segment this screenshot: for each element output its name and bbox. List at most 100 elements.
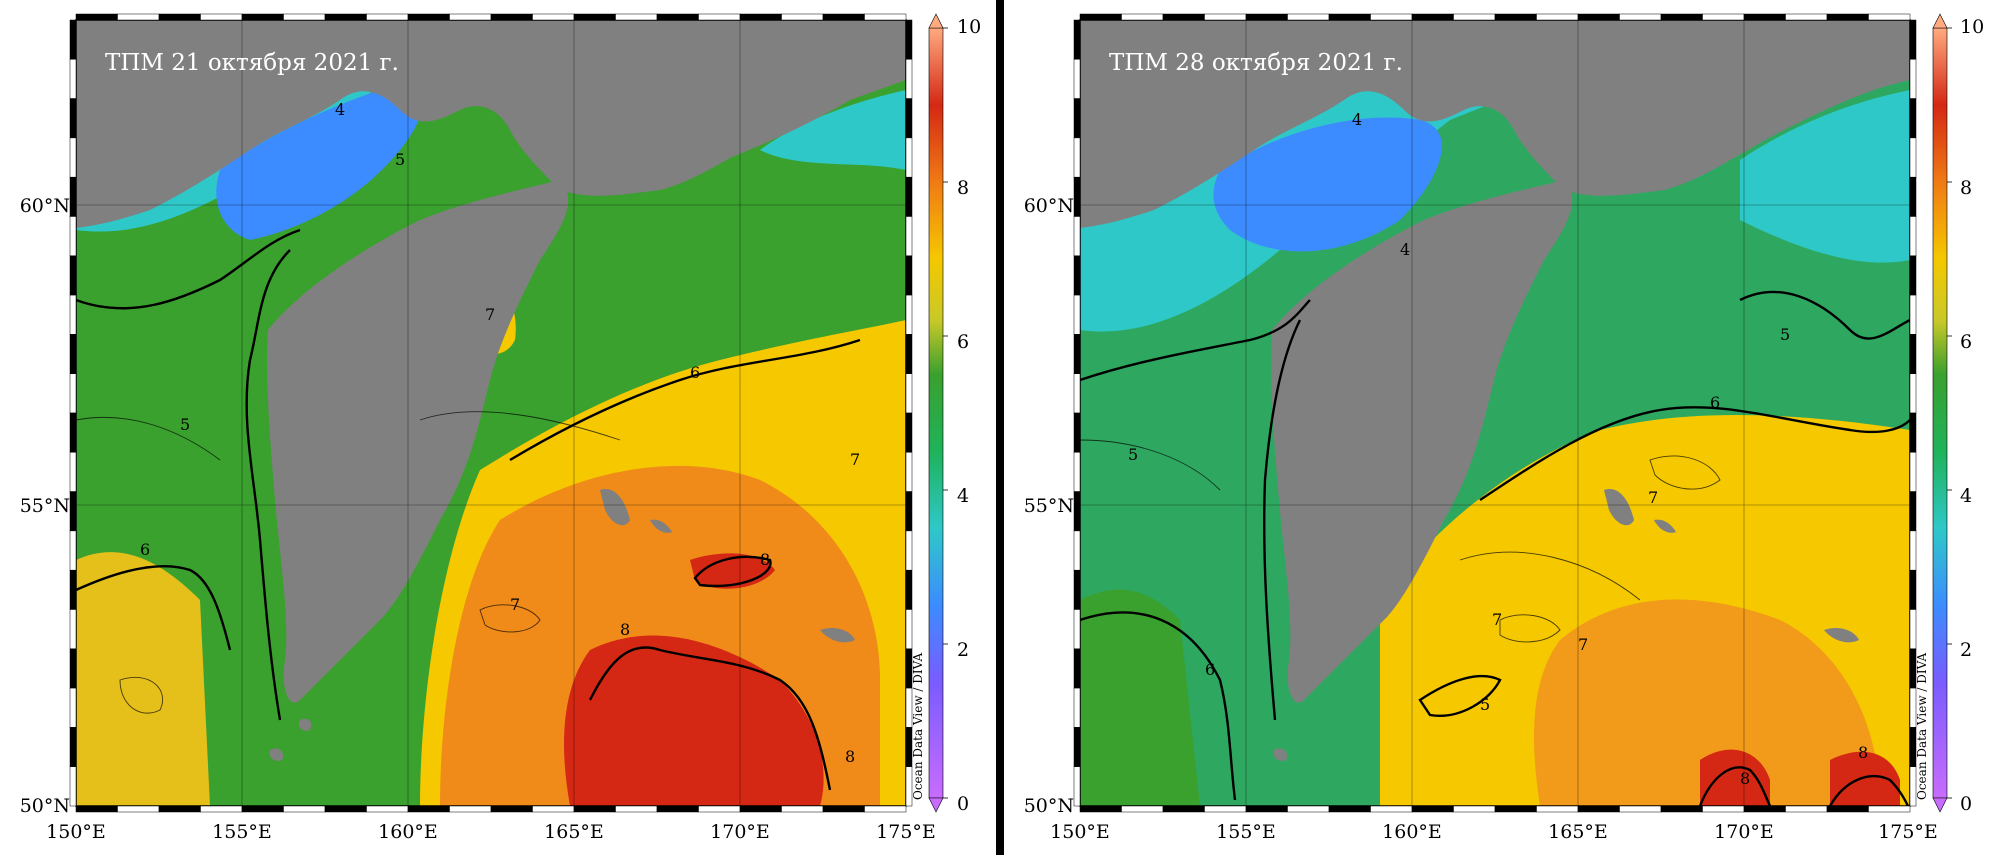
frame-tick xyxy=(69,255,77,296)
frame-tick xyxy=(656,13,699,21)
frame-tick xyxy=(905,137,913,178)
contour-label: 5 xyxy=(1128,445,1138,464)
frame-tick xyxy=(1909,176,1917,217)
frame-tick xyxy=(1073,334,1081,374)
frame-tick xyxy=(490,805,533,813)
frame-tick xyxy=(864,13,907,21)
frame-tick xyxy=(69,137,77,178)
frame-tick xyxy=(532,805,575,813)
colorbar-tick: 6 xyxy=(1960,331,1972,353)
frame-tick xyxy=(241,13,284,21)
contour-label: 7 xyxy=(1578,635,1588,654)
frame-tick xyxy=(1743,13,1786,21)
frame-tick xyxy=(1079,13,1122,21)
frame-tick xyxy=(1073,412,1081,453)
frame-tick xyxy=(117,805,160,813)
contour-label: 7 xyxy=(510,595,520,614)
frame-tick xyxy=(449,805,492,813)
contour-label: 8 xyxy=(845,747,855,766)
frame-tick xyxy=(69,569,77,610)
frame-tick xyxy=(1073,609,1081,650)
colorbar-tick: 8 xyxy=(1960,177,1972,199)
frame-tick xyxy=(822,13,865,21)
frame-tick xyxy=(905,452,913,492)
frame-tick xyxy=(1785,805,1828,813)
frame-tick xyxy=(1536,805,1579,813)
frame-tick xyxy=(1868,805,1911,813)
frame-tick xyxy=(117,13,160,21)
contour-label: 5 xyxy=(1480,695,1490,714)
frame-tick xyxy=(1073,255,1081,296)
sst-map-panel-oct21: 4 5 5 6 7 7 8 8 8 6 7 ТПМ 21 октября 202… xyxy=(20,13,981,843)
frame-tick xyxy=(615,805,658,813)
colorbar-tick: 4 xyxy=(1960,485,1972,507)
frame-tick xyxy=(1073,648,1081,689)
frame-tick xyxy=(905,98,913,139)
frame-tick xyxy=(324,13,367,21)
lon-label-150e: 150°E xyxy=(1050,821,1110,843)
frame-tick xyxy=(1073,687,1081,728)
map-title: ТПМ 28 октября 2021 г. xyxy=(1109,50,1403,76)
colorbar-tick: 6 xyxy=(957,331,969,353)
frame-tick xyxy=(1073,98,1081,139)
frame-tick xyxy=(615,13,658,21)
frame-tick xyxy=(781,13,824,21)
contour-label: 4 xyxy=(335,100,345,119)
frame-tick xyxy=(573,13,616,21)
frame-tick xyxy=(1073,569,1081,610)
frame-tick xyxy=(905,766,913,807)
frame-tick xyxy=(69,609,77,650)
frame-tick xyxy=(1073,373,1081,414)
frame-tick xyxy=(1204,805,1247,813)
colorbar-tick: 10 xyxy=(957,16,981,38)
contour-label: 4 xyxy=(1400,240,1410,259)
frame-tick xyxy=(69,412,77,453)
contour-label: 8 xyxy=(620,620,630,639)
frame-tick xyxy=(1494,805,1537,813)
contour-label: 4 xyxy=(1352,110,1362,129)
lon-label-155e: 155°E xyxy=(212,821,272,843)
frame-tick xyxy=(1909,98,1917,139)
frame-tick xyxy=(75,13,118,21)
odv-watermark: Ocean Data View / DIVA xyxy=(911,653,925,800)
frame-tick xyxy=(1073,766,1081,807)
frame-tick xyxy=(158,805,201,813)
contour-label: 5 xyxy=(395,150,405,169)
frame-tick xyxy=(905,609,913,650)
frame-tick xyxy=(1245,13,1288,21)
frame-tick xyxy=(905,216,913,257)
frame-ticks xyxy=(69,13,913,813)
lat-label-55n: 55°N xyxy=(20,495,70,517)
frame-tick xyxy=(1660,805,1703,813)
frame-tick xyxy=(1536,13,1579,21)
colorbar-tick: 0 xyxy=(1960,793,1972,815)
contour-label: 8 xyxy=(1858,743,1868,762)
lon-label-170e: 170°E xyxy=(710,821,770,843)
frame-tick xyxy=(1785,13,1828,21)
contour-label: 8 xyxy=(760,550,770,569)
sst-map-panel-oct28: 4 4 5 6 6 7 7 7 8 8 5 5 ТПМ 28 октября 2… xyxy=(1024,13,1984,843)
contour-label: 7 xyxy=(1492,610,1502,629)
lon-label-165e: 165°E xyxy=(544,821,604,843)
lat-label-60n: 60°N xyxy=(20,195,70,217)
frame-tick xyxy=(69,216,77,257)
lon-label-175e: 175°E xyxy=(876,821,936,843)
frame-tick xyxy=(1826,805,1869,813)
frame-tick xyxy=(1577,13,1620,21)
frame-tick xyxy=(69,98,77,139)
frame-tick xyxy=(905,491,913,532)
frame-tick xyxy=(1909,412,1917,453)
frame-tick xyxy=(1702,13,1745,21)
frame-tick xyxy=(69,727,77,767)
frame-tick xyxy=(1073,176,1081,217)
frame-tick xyxy=(698,805,741,813)
frame-tick xyxy=(1909,491,1917,532)
frame-tick xyxy=(1909,255,1917,296)
lon-label-165e: 165°E xyxy=(1548,821,1608,843)
frame-ticks xyxy=(1073,13,1917,813)
frame-tick xyxy=(532,13,575,21)
frame-tick xyxy=(1287,805,1330,813)
frame-tick xyxy=(1370,13,1413,21)
frame-tick xyxy=(1073,19,1081,60)
frame-tick xyxy=(1328,805,1371,813)
